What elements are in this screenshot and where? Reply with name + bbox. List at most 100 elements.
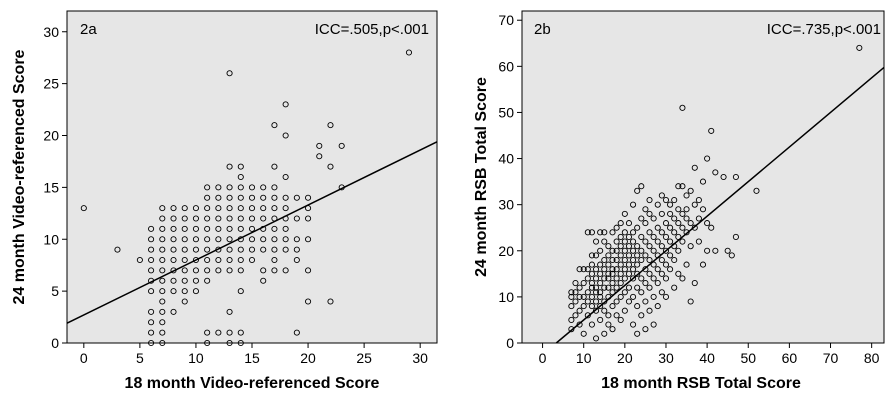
x-axis-label-2b: 18 month RSB Total Score — [601, 375, 801, 392]
data-point-2a — [148, 236, 155, 243]
data-point-2b — [675, 206, 682, 213]
data-point-2a — [226, 184, 233, 191]
data-point-2a — [237, 288, 244, 295]
data-point-2b — [609, 270, 616, 277]
data-point-2b — [597, 316, 604, 323]
data-point-2a — [181, 225, 188, 232]
data-point-2b — [568, 303, 575, 310]
data-point-2b — [592, 238, 600, 245]
data-point-2a — [215, 194, 222, 201]
data-point-2a — [181, 236, 188, 243]
data-point-2b — [683, 192, 690, 199]
data-point-2a — [159, 288, 166, 295]
data-point-2a — [159, 319, 166, 326]
data-point-2b — [609, 326, 616, 333]
data-point-2b — [634, 284, 641, 291]
data-point-2b — [580, 266, 587, 273]
y-tick-label-2a: 15 — [43, 179, 59, 195]
data-point-2b — [584, 298, 591, 305]
data-point-2b — [609, 247, 616, 254]
data-point-2a — [204, 236, 211, 243]
y-tick-label-2a: 5 — [51, 283, 59, 299]
data-point-2a — [237, 205, 244, 212]
data-point-2a — [293, 329, 300, 336]
data-point-2b — [621, 256, 628, 264]
y-axis-label-2b: 24 month RSB Total Score — [473, 77, 490, 277]
data-point-2b — [568, 326, 575, 333]
data-point-2b — [630, 201, 637, 208]
data-point-2b — [667, 210, 674, 217]
data-point-2b — [592, 298, 600, 305]
data-point-2b — [613, 275, 620, 282]
data-point-2a — [192, 256, 199, 264]
data-point-2b — [588, 284, 595, 291]
data-point-2a — [316, 142, 323, 149]
data-point-2a — [282, 236, 289, 243]
data-point-2b — [572, 312, 579, 319]
data-point-2a — [159, 215, 166, 222]
data-point-2b — [601, 229, 608, 236]
data-point-2b — [671, 256, 678, 264]
data-point-2b — [634, 252, 641, 259]
y-tick-label-2b: 40 — [498, 151, 514, 167]
data-point-2b — [597, 270, 604, 277]
regression-line-2a — [66, 141, 438, 324]
data-point-2a — [148, 329, 155, 336]
data-point-2b — [675, 183, 682, 190]
data-point-2b — [646, 284, 653, 291]
data-point-2b — [642, 238, 649, 245]
data-point-2b — [597, 289, 604, 296]
data-point-2a — [327, 122, 334, 129]
data-point-2b — [679, 238, 686, 245]
data-point-2a — [248, 246, 256, 253]
data-point-2a — [215, 205, 222, 212]
data-point-2a — [293, 215, 300, 222]
y-tick-label-2b: 30 — [498, 197, 514, 213]
data-point-2a — [215, 236, 222, 243]
data-point-2b — [650, 321, 657, 328]
data-point-2b — [646, 229, 653, 236]
data-point-2a — [405, 49, 413, 56]
data-point-2a — [260, 277, 267, 284]
data-point-2b — [671, 284, 678, 291]
data-point-2b — [638, 215, 645, 222]
data-point-2b — [683, 206, 690, 213]
data-point-2b — [667, 266, 674, 273]
data-point-2b — [675, 247, 682, 254]
y-axis-label-2a: 24 month Video-referenced Score — [11, 49, 28, 304]
data-point-2b — [588, 270, 595, 277]
data-point-2b — [634, 224, 641, 231]
x-tick-label-2b: 80 — [864, 350, 880, 366]
data-point-2b — [634, 303, 641, 310]
data-point-2b — [662, 247, 670, 254]
data-point-2b — [609, 280, 616, 287]
data-point-2b — [605, 252, 612, 259]
data-point-2b — [617, 270, 624, 277]
data-point-2a — [181, 215, 188, 222]
data-point-2b — [708, 127, 715, 134]
data-point-2a — [170, 236, 177, 243]
data-point-2b — [625, 233, 633, 240]
data-point-2a — [271, 163, 278, 170]
data-point-2b — [753, 187, 760, 194]
data-point-2b — [720, 173, 727, 181]
x-tick-label-2b: 30 — [658, 350, 674, 366]
data-point-2a — [248, 194, 256, 201]
data-point-2a — [271, 225, 278, 232]
data-point-2b — [662, 293, 670, 300]
data-point-2a — [226, 339, 233, 347]
data-point-2a — [305, 236, 312, 243]
data-point-2b — [621, 210, 628, 217]
data-point-2b — [630, 238, 637, 245]
data-point-2b — [650, 215, 657, 222]
data-point-2b — [687, 220, 694, 227]
data-point-2a — [170, 277, 177, 284]
data-point-2b — [580, 293, 587, 300]
x-axis-label-2a: 18 month Video-referenced Score — [125, 375, 380, 392]
data-point-2b — [613, 247, 620, 254]
data-point-2a — [260, 267, 267, 274]
annotation-2b: ICC=.735,p<.001 — [767, 21, 881, 38]
regression-line-2b — [555, 66, 885, 344]
data-point-2a — [192, 288, 199, 295]
data-point-2b — [621, 289, 628, 296]
